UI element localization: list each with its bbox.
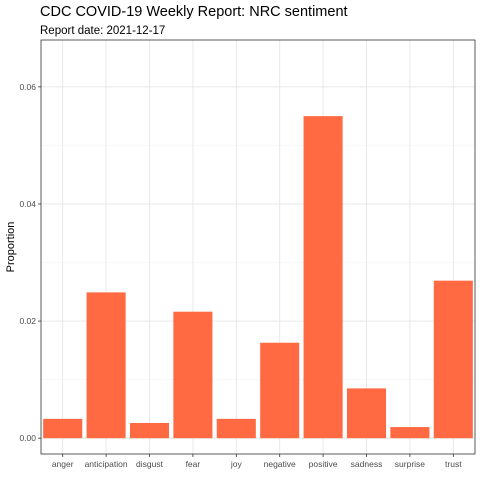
bar-surprise — [390, 427, 430, 439]
y-axis-title: Proportion — [5, 222, 17, 273]
x-tick-label-joy: joy — [230, 459, 243, 469]
x-tick-label-anger: anger — [52, 459, 74, 469]
x-tick-label-anticipation: anticipation — [85, 459, 128, 469]
bar-anticipation — [86, 292, 126, 439]
y-tick-label: 0.02 — [19, 316, 36, 326]
bar-trust — [433, 280, 473, 439]
axes: 0.00 0.02 0.04 0.06 anger anticipation disgust… — [19, 82, 462, 469]
x-tick-label-sadness: sadness — [351, 459, 383, 469]
y-tick-label: 0.04 — [19, 199, 36, 209]
bar-negative — [260, 342, 300, 439]
x-tick-label-disgust: disgust — [136, 459, 164, 469]
bar-disgust — [129, 422, 170, 439]
y-tick-label: 0.06 — [19, 82, 36, 92]
x-tick-label-fear: fear — [186, 459, 201, 469]
bar-anger — [43, 418, 83, 439]
chart-subtitle: Report date: 2021-12-17 — [40, 25, 165, 37]
y-tick-label: 0.00 — [19, 433, 36, 443]
bar-fear — [173, 311, 213, 439]
bar-sadness — [346, 388, 387, 439]
bar-positive — [303, 116, 343, 439]
x-tick-label-negative: negative — [264, 459, 296, 469]
chart-title: CDC COVID-19 Weekly Report: NRC sentimen… — [40, 4, 348, 20]
x-tick-label-positive: positive — [309, 459, 338, 469]
x-tick-label-trust: trust — [445, 459, 462, 469]
bar-joy — [216, 418, 256, 439]
plot-border — [40, 39, 476, 455]
bars — [43, 116, 473, 439]
x-tick-label-surprise: surprise — [395, 459, 426, 469]
